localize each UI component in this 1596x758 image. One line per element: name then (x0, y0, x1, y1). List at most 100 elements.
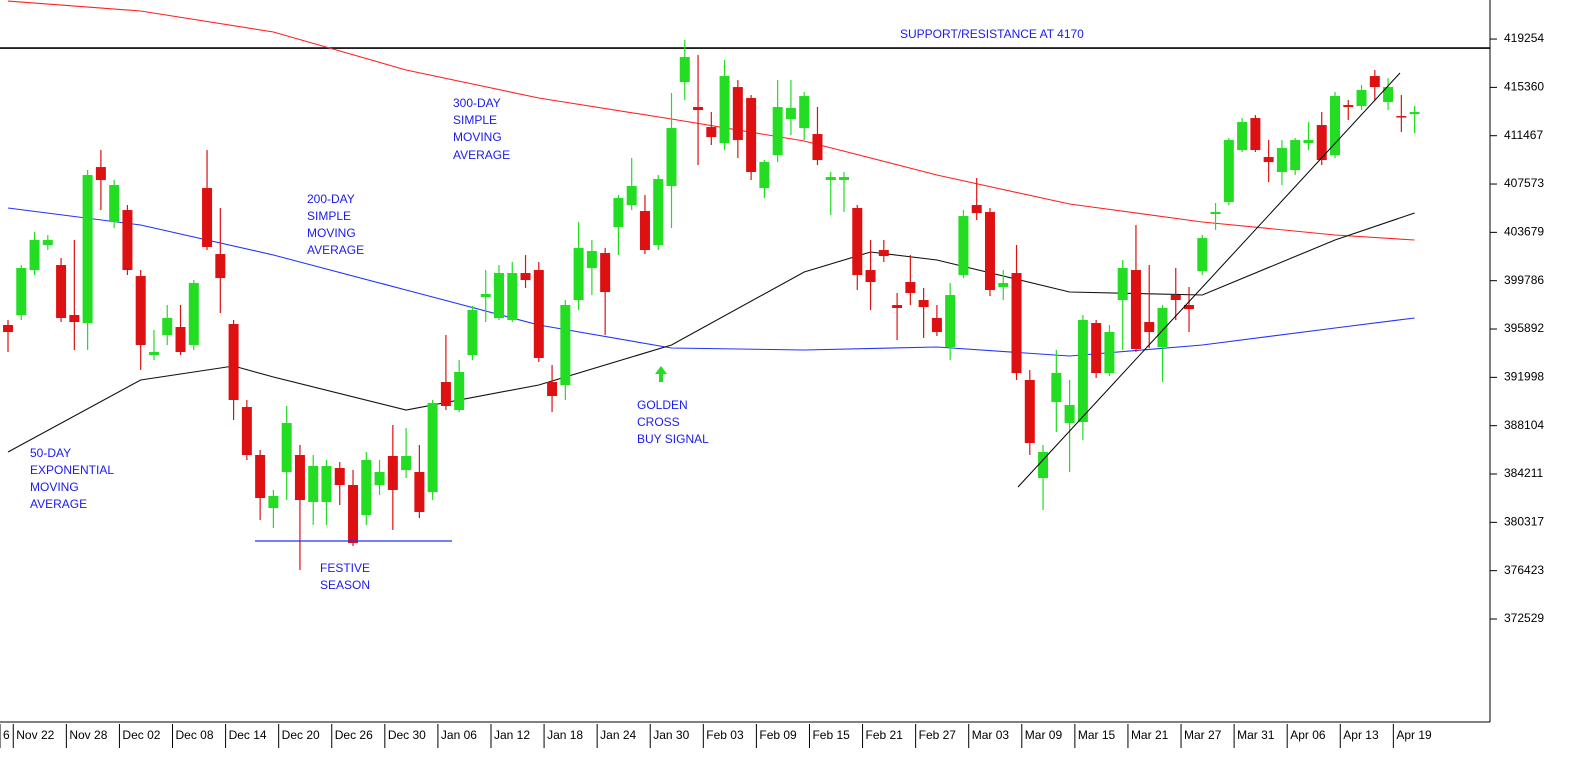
candle-body (759, 162, 770, 189)
candle-body (719, 76, 730, 144)
candle-body (1290, 140, 1301, 171)
candle-body (573, 248, 584, 301)
candle-body (1343, 105, 1354, 108)
candle-body (334, 468, 345, 486)
candle-body (215, 254, 226, 279)
x-tick-label: Dec 20 (282, 728, 320, 742)
candle-body (971, 205, 982, 214)
candle-body (1024, 380, 1035, 444)
x-tick-label: Jan 12 (494, 728, 530, 742)
candle-body (493, 273, 504, 319)
candle-body (109, 185, 120, 223)
x-tick-label: Mar 31 (1237, 728, 1275, 742)
candle-body (294, 455, 305, 501)
annotation: 200-DAY (307, 192, 355, 206)
candle-body (122, 210, 133, 271)
y-tick-label: 399786 (1504, 273, 1544, 287)
candle-body (1303, 140, 1314, 144)
x-tick-label: Dec 08 (176, 728, 214, 742)
candle-body (1223, 140, 1234, 203)
candle-body (918, 300, 929, 308)
y-tick-label: 411467 (1504, 128, 1543, 142)
x-tick-label: Mar 09 (1025, 728, 1063, 742)
x-tick-label: Jan 18 (547, 728, 583, 742)
y-tick-label: 376423 (1504, 563, 1544, 577)
candle-body (507, 273, 518, 321)
candle-body (1356, 90, 1367, 107)
annotation: FESTIVE (320, 561, 370, 575)
candle-body (1316, 125, 1327, 161)
x-tick-label: Apr 19 (1396, 728, 1432, 742)
candle-body (1170, 295, 1181, 301)
x-tick-label: Mar 21 (1131, 728, 1169, 742)
plot-area (0, 0, 1490, 570)
annotation: BUY SIGNAL (637, 432, 709, 446)
candle-body (29, 240, 40, 271)
x-tick-label: Jan 30 (653, 728, 689, 742)
candle-body (666, 128, 677, 187)
candle-body (799, 96, 810, 129)
candle-body (706, 127, 717, 138)
candle-body (1064, 405, 1075, 424)
candle-body (1383, 87, 1394, 103)
candle-body (135, 276, 146, 346)
candle-body (998, 283, 1009, 288)
candle-body (1091, 323, 1102, 374)
candle-body (1011, 273, 1022, 374)
y-tick-label: 419254 (1504, 31, 1544, 45)
x-tick-label: Feb 27 (919, 728, 957, 742)
candle-body (268, 496, 279, 508)
candle-body (175, 327, 186, 353)
candle-body (56, 265, 67, 319)
candle-body (825, 177, 836, 181)
annotation: EXPONENTIAL (30, 463, 114, 477)
candle-body (679, 57, 690, 83)
candle-body (1409, 112, 1420, 115)
annotation: AVERAGE (30, 497, 87, 511)
y-tick-label: 372529 (1504, 611, 1544, 625)
candle-body (42, 240, 53, 246)
candle-body (454, 372, 465, 411)
candle-body (308, 466, 319, 502)
annotation: 300-DAY (453, 96, 501, 110)
candle-body (958, 216, 969, 276)
y-tick-label: 403679 (1504, 225, 1544, 239)
x-tick-label: Feb 15 (812, 728, 850, 742)
candle-body (1051, 373, 1062, 403)
x-tick-label: Feb 21 (866, 728, 904, 742)
candle-body (414, 471, 425, 513)
candle-body (1184, 305, 1195, 310)
candle-body (878, 250, 889, 257)
x-tick-label: Jan 24 (600, 728, 636, 742)
candle-body (374, 471, 385, 486)
annotation: 50-DAY (30, 446, 71, 460)
candle-body (1250, 118, 1261, 151)
y-tick-label: 391998 (1504, 370, 1544, 384)
candle-body (1144, 322, 1155, 333)
candle-body (467, 310, 478, 356)
annotation: CROSS (637, 415, 680, 429)
y-tick-label: 415360 (1504, 80, 1544, 94)
candle-body (865, 270, 876, 283)
candle-body (600, 253, 611, 293)
y-tick-label: 384211 (1504, 466, 1543, 480)
candle-body (255, 455, 266, 499)
candle-body (746, 98, 757, 173)
candle-body (732, 87, 743, 141)
x-tick-label: Nov 22 (16, 728, 54, 742)
candle-body (69, 315, 80, 323)
x-tick-label: Apr 06 (1290, 728, 1326, 742)
candle-body (852, 208, 863, 276)
candle-body (401, 456, 412, 471)
x-tick-label: Feb 09 (759, 728, 797, 742)
x-tick-label: Dec 30 (388, 728, 426, 742)
candle-body (148, 352, 159, 356)
candle-body (440, 382, 451, 407)
candle-body (1038, 452, 1049, 479)
candle-body (626, 186, 637, 206)
candle-body (1276, 148, 1287, 173)
candle-body (162, 318, 173, 336)
candle-body (639, 211, 650, 251)
candle-body (945, 295, 956, 348)
